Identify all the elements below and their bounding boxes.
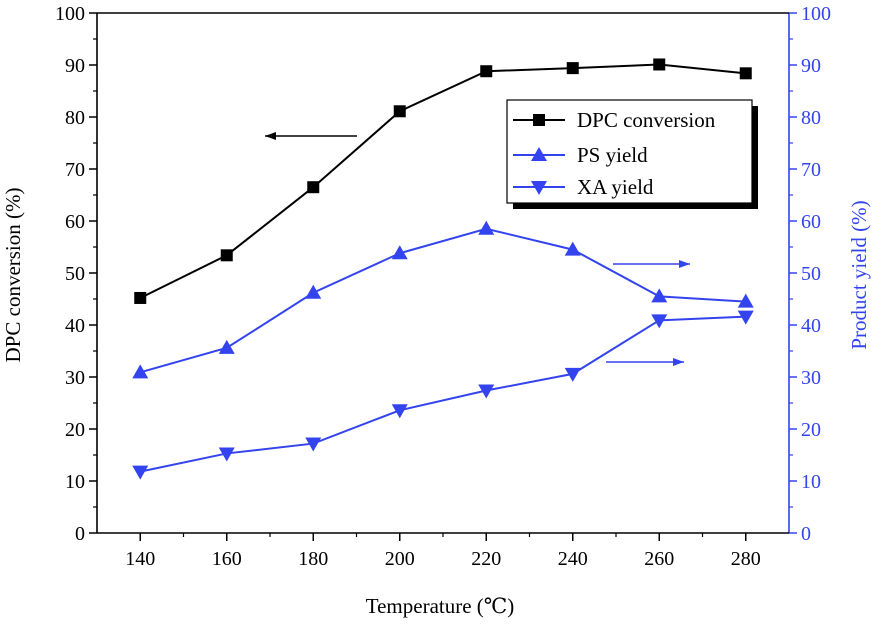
triangle-up-marker (651, 288, 668, 303)
triangle-down-marker (651, 314, 668, 329)
x-tick-label: 220 (471, 548, 501, 570)
dpc-axis-arrow-head (265, 132, 276, 140)
square-marker (739, 67, 752, 80)
x-tick-label: 280 (731, 548, 761, 570)
triangle-down-marker (132, 465, 149, 480)
triangle-up-marker (391, 245, 408, 260)
right-y-tick-label: 0 (801, 523, 811, 545)
left-y-tick-label: 60 (65, 211, 85, 233)
triangle-down-marker (564, 367, 581, 382)
right-y-tick-label: 40 (801, 315, 821, 337)
triangle-up-marker (737, 293, 754, 308)
left-y-tick-label: 70 (65, 159, 85, 181)
legend-dpc-conversion-label: DPC conversion (577, 108, 716, 132)
triangle-down-marker (737, 310, 754, 325)
ps-axis-arrow-head (679, 260, 690, 268)
x-tick-label: 160 (212, 548, 242, 570)
left-y-tick-label: 0 (75, 523, 85, 545)
x-tick-label: 240 (558, 548, 588, 570)
series-layer (132, 58, 754, 480)
legend-box (506, 99, 753, 204)
right-y-tick-label: 20 (801, 419, 821, 441)
legend-xa-yield-label: XA yield (577, 175, 654, 199)
left-y-tick-label: 30 (65, 367, 85, 389)
ps-yield-line (139, 227, 746, 374)
right-y-tick-label: 50 (801, 263, 821, 285)
triangle-up-marker (305, 284, 322, 299)
x-tick-label: 260 (644, 548, 674, 570)
triangle-up-marker (478, 220, 495, 235)
right-y-tick-label: 90 (801, 55, 821, 77)
right-y-tick-label: 10 (801, 471, 821, 493)
right-y-tick-label: 70 (801, 159, 821, 181)
triangle-down-marker (531, 181, 547, 195)
left-y-tick-label: 20 (65, 419, 85, 441)
xa-yield-line (140, 315, 746, 473)
square-marker (566, 62, 579, 75)
triangle-up-marker (564, 241, 581, 256)
left-y-axis-title: DPC conversion (%) (1, 188, 25, 363)
x-tick-label: 180 (298, 548, 328, 570)
right-y-tick-label: 100 (801, 3, 831, 25)
left-y-tick-label: 100 (55, 3, 85, 25)
left-y-tick-label: 90 (65, 55, 85, 77)
right-y-tick-label: 80 (801, 107, 821, 129)
triangle-down-marker (478, 384, 495, 399)
xa-axis-arrow-head (673, 358, 684, 366)
x-axis-title: Temperature (℃) (366, 594, 515, 618)
square-marker (220, 249, 233, 262)
x-axis: 140 160 180 200 220 240 260 280 (97, 12, 789, 570)
left-y-tick-label: 10 (65, 471, 85, 493)
dpc-conversion-line (139, 63, 746, 299)
square-marker (480, 65, 493, 78)
right-y-axis: 0 10 20 30 40 50 60 70 80 90 100 (788, 3, 831, 545)
right-y-axis-title: Product yield (%) (847, 200, 871, 349)
right-y-tick-label: 60 (801, 211, 821, 233)
legend: DPC conversion PS yield XA yield (506, 99, 758, 209)
left-y-tick-label: 50 (65, 263, 85, 285)
triangle-up-marker (218, 339, 235, 354)
annotation-layer (265, 132, 690, 366)
triangle-down-marker (391, 404, 408, 419)
square-marker (307, 181, 320, 194)
left-y-tick-label: 80 (65, 107, 85, 129)
left-y-axis: 0 10 20 30 40 50 60 70 80 90 100 (55, 3, 98, 545)
x-tick-label: 140 (125, 548, 155, 570)
x-tick-label: 200 (385, 548, 415, 570)
triangle-down-marker (218, 447, 235, 462)
square-marker (653, 58, 666, 71)
triangle-up-marker (531, 147, 547, 161)
square-marker (134, 291, 147, 304)
right-y-tick-label: 30 (801, 367, 821, 389)
square-marker (393, 105, 406, 118)
triangle-up-marker (132, 364, 149, 379)
triangle-down-marker (305, 437, 322, 452)
square-marker (533, 114, 545, 126)
legend-ps-yield-label: PS yield (577, 143, 648, 167)
left-y-tick-label: 40 (65, 315, 85, 337)
